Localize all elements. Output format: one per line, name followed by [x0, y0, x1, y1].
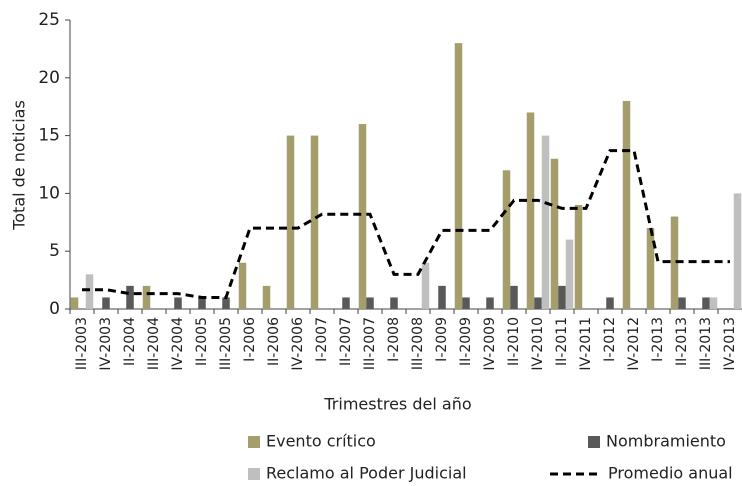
x-tick-label: IV-2004: [170, 317, 186, 371]
x-tick-label: IV-2003: [98, 317, 114, 371]
bar: [342, 297, 350, 309]
x-tick-label: I-2012: [602, 317, 618, 362]
bar: [438, 285, 446, 309]
x-tick-label: III-2003: [74, 317, 90, 370]
x-tick-label: II-2009: [458, 317, 474, 366]
bar: [646, 228, 655, 309]
x-tick-label: I-2013: [650, 317, 666, 362]
bar: [174, 297, 182, 309]
bar: [558, 285, 566, 309]
x-tick-label: II-2007: [338, 317, 354, 366]
x-tick-label: III-2008: [410, 317, 426, 370]
x-tick-label: IV-2010: [530, 317, 546, 371]
legend-swatch: [248, 468, 260, 480]
x-tick-label: IV-2009: [482, 317, 498, 371]
bar: [526, 112, 535, 309]
bar: [102, 297, 110, 309]
bar: [574, 204, 583, 309]
bar: [678, 297, 686, 309]
bar: [238, 262, 247, 309]
bar: [126, 285, 134, 309]
x-tick-label: I-2007: [314, 317, 330, 362]
bar: [622, 100, 631, 309]
bar: [454, 43, 463, 310]
bar: [606, 297, 614, 309]
y-tick-label: 5: [49, 241, 60, 261]
legend-swatch: [588, 436, 600, 448]
legend-swatch: [248, 436, 260, 448]
bar: [262, 285, 271, 309]
x-tick-label: III-2004: [146, 317, 162, 370]
bar: [702, 297, 710, 309]
bar: [534, 297, 542, 309]
bar: [565, 239, 574, 309]
average-line: [82, 149, 730, 299]
x-tick-label: I-2008: [386, 317, 402, 362]
x-tick-label: II-2011: [554, 317, 570, 366]
x-tick-label: IV-2006: [290, 317, 306, 371]
x-tick-label: I-2006: [242, 317, 258, 362]
x-tick-label: I-2009: [434, 317, 450, 362]
x-tick-label: II-2013: [674, 317, 690, 366]
bar: [70, 297, 79, 309]
y-tick-label: 25: [38, 10, 60, 30]
bar: [670, 216, 679, 309]
x-tick-label: II-2010: [506, 317, 522, 366]
legend-label: Promedio anual: [608, 464, 733, 483]
bar: [142, 285, 151, 309]
bar: [462, 297, 470, 309]
bar: [510, 285, 518, 309]
legend-label: Reclamo al Poder Judicial: [266, 464, 467, 483]
y-tick-label: 15: [38, 126, 60, 146]
bar: [85, 274, 94, 309]
y-tick-label: 0: [49, 299, 60, 319]
bar: [366, 297, 374, 309]
bar: [358, 124, 367, 309]
bar: [541, 135, 550, 309]
y-tick-label: 10: [38, 183, 60, 203]
bar: [310, 135, 319, 309]
legend-label: Nombramiento: [606, 432, 726, 451]
x-tick-label: II-2005: [194, 317, 210, 366]
x-tick-label: III-2013: [698, 317, 714, 370]
x-tick-label: II-2004: [122, 317, 138, 366]
bar: [421, 262, 430, 309]
bar: [198, 297, 206, 309]
x-axis-label: Trimestres del año: [323, 395, 471, 414]
x-tick-label: III-2005: [218, 317, 234, 370]
x-tick-label: II-2006: [266, 317, 282, 366]
bar: [733, 193, 742, 309]
bar: [709, 297, 718, 309]
bar: [550, 158, 559, 309]
y-axis-label: Total de noticias: [10, 100, 29, 231]
bar: [222, 297, 230, 309]
x-tick-label: IV-2012: [626, 317, 642, 371]
x-tick-label: III-2007: [362, 317, 378, 370]
legend-label: Evento crítico: [266, 432, 376, 451]
x-tick-label: IV-2011: [578, 317, 594, 371]
bar: [486, 297, 494, 309]
bar: [390, 297, 398, 309]
bar: [286, 135, 295, 309]
y-tick-label: 20: [38, 68, 60, 88]
x-tick-label: IV-2013: [722, 317, 738, 371]
bar: [502, 170, 511, 309]
